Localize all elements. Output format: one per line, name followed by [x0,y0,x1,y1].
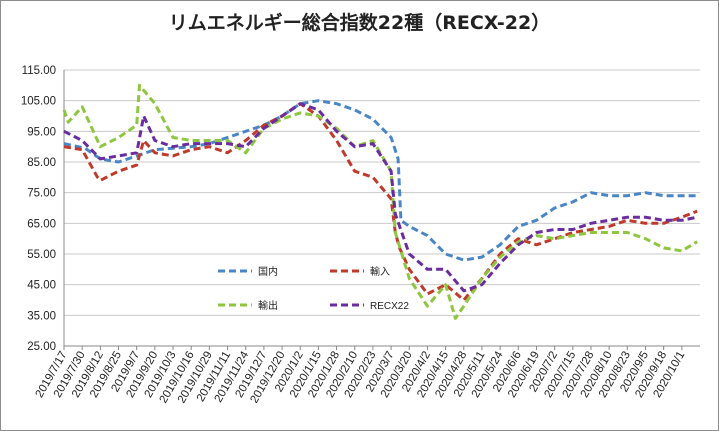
gridlines [63,69,700,347]
y-tick-label: 115.00 [22,65,56,77]
y-tick-label: 105.00 [21,96,56,108]
legend-label: 輸入 [370,265,390,278]
chart-title: リムエネルギー総合指数22種（RECX-22） [168,12,551,34]
legend-label: 国内 [258,265,278,278]
y-tick-label: 85.00 [27,157,56,169]
series-line-国内 [63,99,698,262]
series-line-輸出 [62,83,698,320]
legend-label: RECX22 [370,301,409,312]
y-tick-label: 65.00 [27,218,56,230]
x-axis-ticks: 2019/7/172019/7/302019/8/122019/8/252019… [34,346,687,405]
y-tick-label: 35.00 [27,310,56,322]
y-tick-label: 95.00 [27,126,56,138]
series-line-輸入 [63,102,698,302]
y-tick-label: 45.00 [27,280,56,292]
legend-label: 輸出 [258,299,278,312]
y-tick-label: 25.00 [27,341,56,353]
series-lines [62,83,698,320]
y-axis-ticks: 115.00 105.00 95.00 85.00 75.00 65.00 55.00 45.… [21,65,56,353]
y-tick-label: 75.00 [27,188,56,200]
y-tick-label: 55.00 [27,249,56,261]
